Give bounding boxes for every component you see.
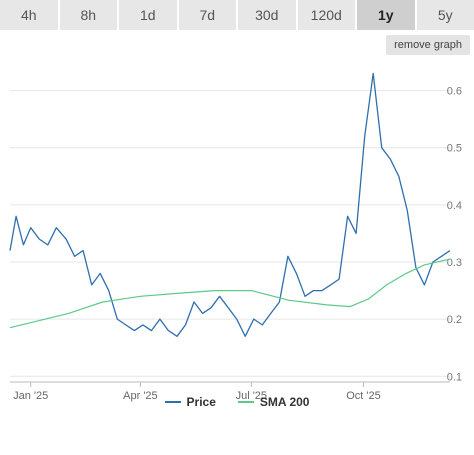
legend-swatch-price xyxy=(164,401,181,403)
y-tick-label: 0.5 xyxy=(447,143,462,155)
legend-label-sma: SMA 200 xyxy=(259,395,310,409)
price-line xyxy=(9,72,451,337)
x-tick-label: Oct '25 xyxy=(346,390,381,402)
x-tick-label: Jul '25 xyxy=(236,390,267,402)
y-tick-label: 0.1 xyxy=(447,371,462,383)
y-tick-label: 0.3 xyxy=(447,257,462,269)
x-tick-label: Apr '25 xyxy=(123,390,158,402)
range-tab-120d[interactable]: 120d xyxy=(297,0,357,30)
legend-item-price[interactable]: Price xyxy=(164,392,216,412)
y-tick-label: 0.6 xyxy=(447,86,462,98)
y-tick-label: 0.4 xyxy=(447,200,462,212)
range-tab-30d[interactable]: 30d xyxy=(238,0,298,30)
x-tick-label: Jan '25 xyxy=(13,390,48,402)
y-tick-label: 0.2 xyxy=(447,314,462,326)
range-tab-8h[interactable]: 8h xyxy=(59,0,119,30)
sma-200-line xyxy=(9,258,451,329)
range-tabs: 4h 8h 1d 7d 30d 120d 1y 5y xyxy=(0,0,474,30)
range-tab-7d[interactable]: 7d xyxy=(178,0,238,30)
remove-graph-button[interactable]: remove graph xyxy=(386,35,470,55)
range-tab-4h[interactable]: 4h xyxy=(0,0,60,30)
range-tab-1y[interactable]: 1y xyxy=(357,0,417,30)
legend-label-price: Price xyxy=(186,395,216,409)
legend-item-sma[interactable]: SMA 200 xyxy=(237,392,310,412)
chart-legend: Price SMA 200 xyxy=(0,392,474,412)
range-tab-1d[interactable]: 1d xyxy=(119,0,179,30)
legend-swatch-sma xyxy=(237,401,254,403)
range-tab-5y[interactable]: 5y xyxy=(416,0,474,30)
